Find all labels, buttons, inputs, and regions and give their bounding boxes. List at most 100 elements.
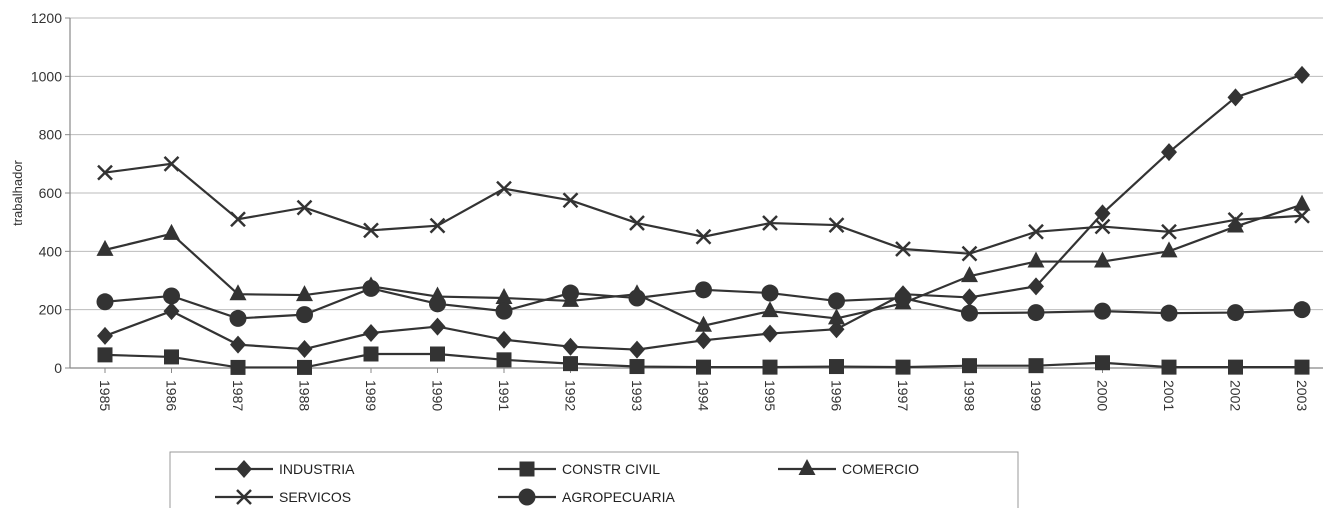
point-comercio (1094, 251, 1111, 268)
point-servicos (895, 241, 911, 257)
legend-item-constr-civil: CONSTR CIVIL (498, 461, 660, 477)
point-industria (562, 337, 579, 356)
x-tick-label: 1985 (97, 380, 113, 411)
point-agropecuaria (1227, 304, 1244, 322)
cross-stroke (97, 164, 113, 181)
series-line-servicos (104, 162, 1303, 255)
point-servicos (1094, 218, 1111, 235)
legend-item-agropecuaria: AGROPECUARIA (498, 488, 675, 506)
series-group (96, 65, 1311, 375)
x-tick-label: 1986 (164, 380, 180, 411)
point-industria (230, 335, 246, 354)
y-tick-label: 0 (54, 360, 62, 376)
x-tick-label: 1988 (297, 380, 313, 411)
point-industria (1028, 277, 1044, 296)
point-servicos (762, 215, 778, 231)
x-tick-label: 1998 (962, 380, 978, 411)
point-constr-civil (1161, 359, 1177, 375)
y-axis-ticks: 0 200 400 600 800 1000 1200 (31, 10, 70, 376)
legend-marker (519, 461, 535, 477)
point-agropecuaria (429, 295, 446, 313)
cross-stroke (1161, 223, 1177, 240)
point-constr-civil (962, 358, 977, 374)
series-line-comercio (104, 203, 1303, 327)
point-comercio (495, 288, 513, 304)
point-constr-civil (496, 352, 512, 368)
point-servicos (230, 211, 246, 228)
point-agropecuaria (163, 287, 180, 305)
x-tick-label: 2001 (1161, 380, 1177, 411)
point-servicos (1294, 207, 1310, 224)
point-comercio (828, 308, 845, 325)
point-industria (1227, 88, 1244, 107)
y-tick-label: 200 (39, 302, 63, 318)
x-tick-label: 1999 (1028, 380, 1044, 411)
y-tick-label: 800 (39, 127, 63, 143)
point-servicos (429, 217, 446, 234)
point-agropecuaria (828, 292, 845, 310)
point-industria (1094, 204, 1111, 223)
point-comercio (761, 301, 779, 318)
point-industria (163, 302, 180, 321)
point-industria (363, 324, 379, 342)
legend-item-servicos: SERVICOS (215, 489, 351, 505)
point-agropecuaria (296, 306, 313, 324)
x-tick-label: 2003 (1294, 380, 1310, 411)
legend-label: SERVICOS (279, 489, 351, 505)
legend-item-industria: INDUSTRIA (215, 460, 355, 478)
y-tick-label: 1200 (31, 10, 62, 26)
point-agropecuaria (961, 304, 978, 322)
point-agropecuaria (495, 302, 513, 320)
point-servicos (1227, 211, 1244, 228)
legend-label: AGROPECUARIA (562, 489, 675, 505)
x-tick-label: 1993 (629, 380, 645, 411)
series-constr-civil (97, 346, 1310, 375)
point-servicos (961, 245, 978, 262)
x-tick-label: 1992 (563, 380, 579, 411)
x-tick-label: 1987 (230, 380, 246, 411)
point-comercio (229, 284, 247, 301)
legend-marker (236, 460, 252, 478)
legend-marker (236, 489, 252, 505)
x-tick-label: 1995 (762, 380, 778, 411)
point-servicos (97, 164, 113, 181)
point-agropecuaria (362, 279, 380, 297)
point-constr-civil (563, 356, 578, 372)
legend-label: CONSTR CIVIL (562, 461, 660, 477)
legend-item-comercio: COMERCIO (778, 459, 919, 477)
x-tick-label: 1996 (829, 380, 845, 411)
point-servicos (296, 199, 313, 216)
point-constr-civil (895, 359, 911, 375)
cross-stroke (961, 245, 978, 262)
cross-stroke (230, 211, 246, 228)
point-constr-civil (1095, 355, 1110, 371)
point-constr-civil (629, 359, 645, 375)
cross-stroke (629, 215, 645, 231)
series-line-industria (104, 73, 1303, 351)
point-comercio (1227, 216, 1244, 233)
legend-marker (798, 459, 816, 475)
point-agropecuaria (1027, 304, 1045, 322)
point-servicos (163, 155, 180, 172)
point-servicos (1028, 223, 1044, 240)
x-axis-ticks: 1985 1986 1987 1988 1989 1990 1991 1992 1993 1994… (97, 368, 1310, 411)
point-constr-civil (164, 349, 179, 365)
point-constr-civil (696, 359, 711, 375)
point-constr-civil (762, 359, 778, 375)
cross-stroke (496, 180, 512, 197)
point-industria (97, 326, 113, 345)
point-agropecuaria (229, 309, 247, 327)
point-servicos (695, 228, 712, 245)
x-tick-label: 2002 (1228, 380, 1244, 411)
y-tick-label: 600 (39, 185, 63, 201)
point-servicos (496, 180, 512, 197)
cross-stroke (762, 215, 778, 231)
point-comercio (1027, 251, 1045, 268)
point-industria (961, 288, 978, 307)
point-comercio (1293, 194, 1311, 211)
point-comercio (296, 285, 313, 302)
point-industria (296, 340, 313, 359)
point-industria (629, 340, 645, 359)
cross-stroke (895, 241, 911, 257)
